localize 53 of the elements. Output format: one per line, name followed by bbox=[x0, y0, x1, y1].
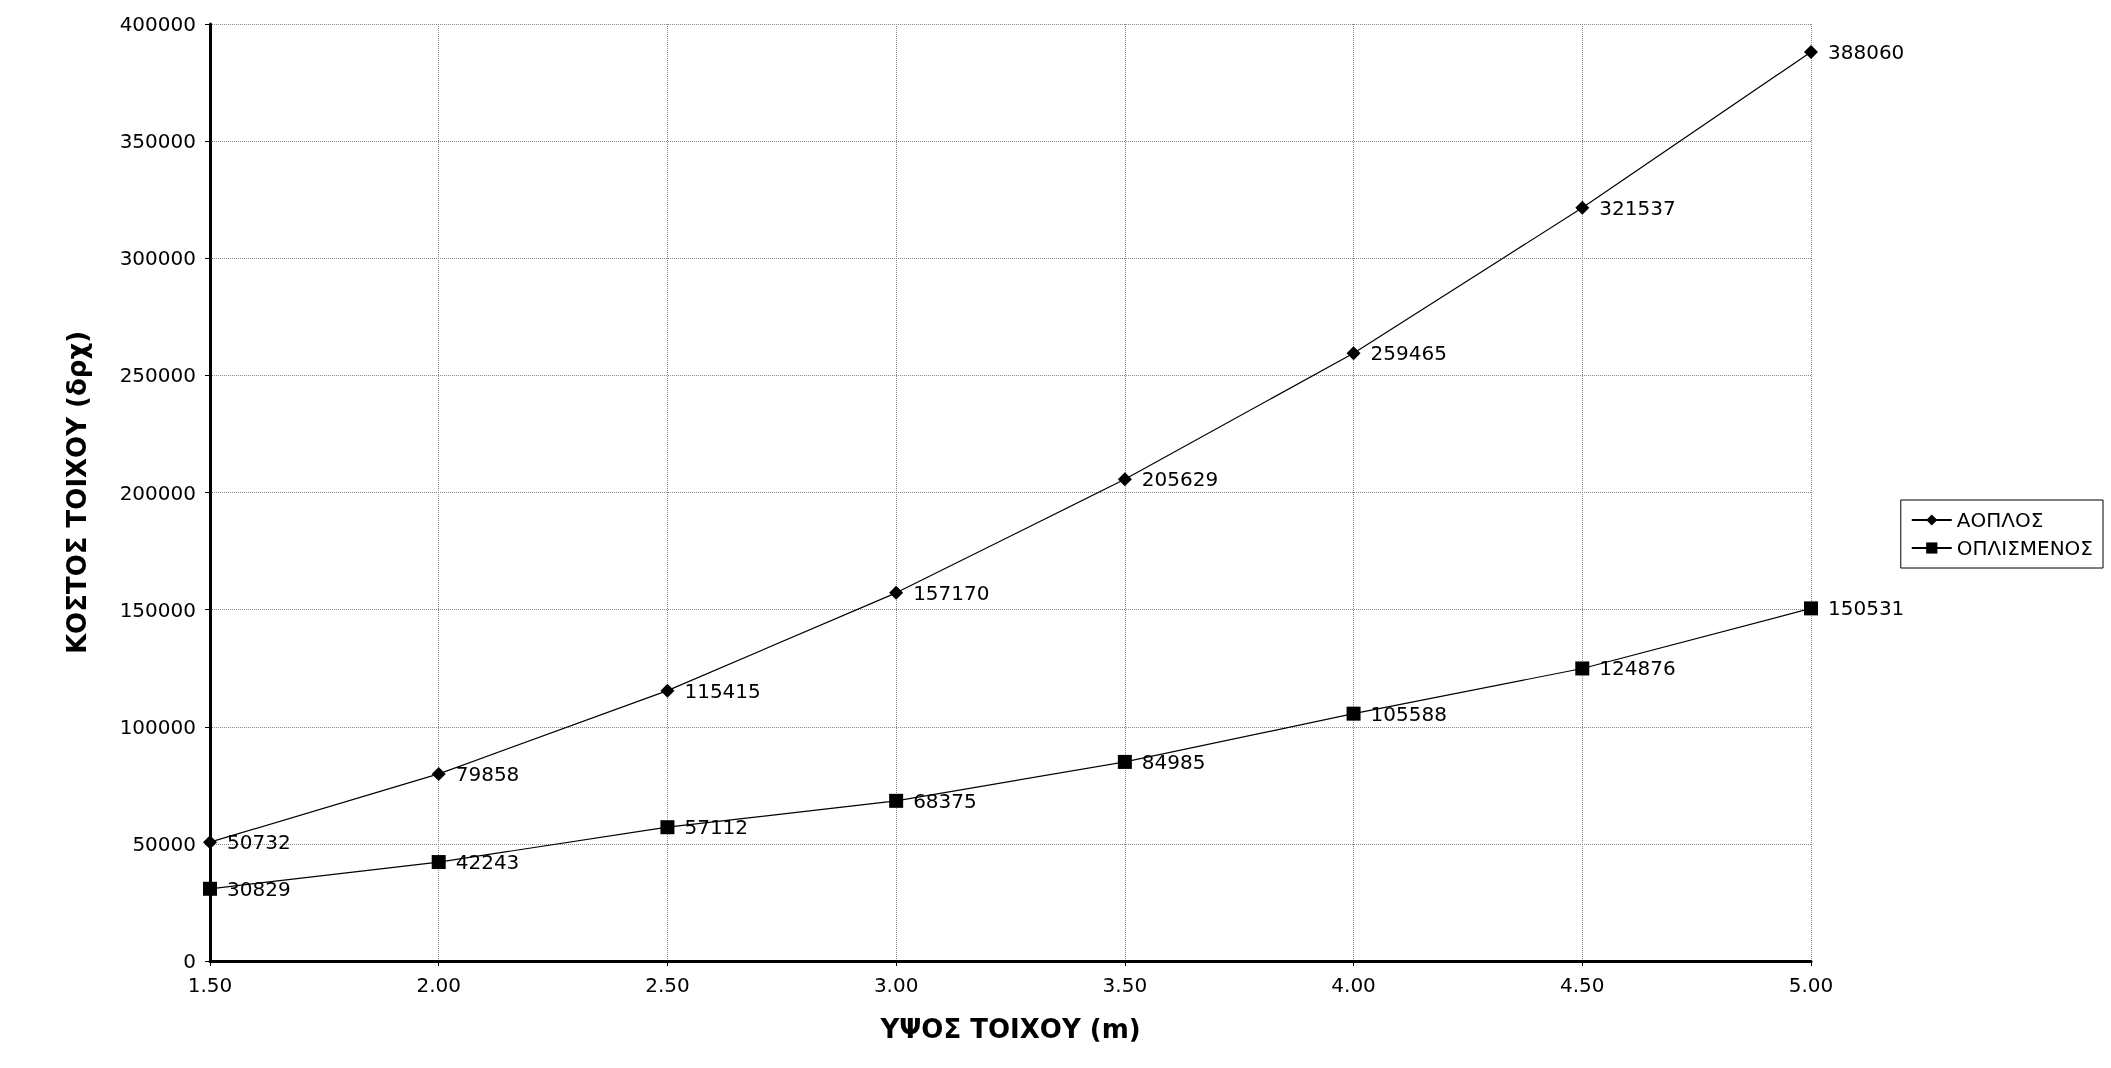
x-tick-label: 4.50 bbox=[1560, 973, 1605, 997]
x-tick-label: 3.50 bbox=[1102, 973, 1148, 997]
data-label: 84985 bbox=[1141, 749, 1206, 774]
y-tick-label: 100000 bbox=[119, 714, 196, 739]
data-label: 50732 bbox=[227, 830, 291, 855]
y-tick-label: 300000 bbox=[119, 246, 196, 271]
point bbox=[203, 835, 217, 850]
y-tick-label: 400000 bbox=[119, 12, 196, 36]
x-tick-label: 2.50 bbox=[645, 973, 690, 997]
point bbox=[1575, 200, 1590, 215]
data-label: 57112 bbox=[684, 815, 749, 840]
point bbox=[660, 683, 675, 698]
point bbox=[1804, 601, 1818, 616]
x-tick-label: 4.00 bbox=[1331, 973, 1376, 997]
data-label: 388060 bbox=[1828, 39, 1905, 64]
data-label: 30829 bbox=[227, 876, 291, 901]
point bbox=[1117, 754, 1132, 769]
x-tick-label: 3.00 bbox=[873, 973, 919, 997]
data-label: 42243 bbox=[455, 850, 520, 875]
y-tick-label: 0 bbox=[183, 949, 196, 973]
y-tick-label: 150000 bbox=[119, 597, 196, 622]
point bbox=[203, 881, 217, 896]
data-label: 205629 bbox=[1141, 467, 1219, 492]
y-tick-label: 350000 bbox=[119, 129, 196, 154]
y-axis-title: ΚΟΣΤΟΣ ΤΟΙΧΟΥ (δρχ) bbox=[62, 330, 92, 655]
point bbox=[889, 585, 904, 600]
legend-label: ΟΠΛΙΣΜΕΝΟΣ bbox=[1956, 536, 2093, 560]
data-label: 150531 bbox=[1828, 596, 1905, 621]
point bbox=[660, 820, 675, 835]
point bbox=[889, 793, 904, 808]
data-label: 79858 bbox=[455, 761, 520, 786]
data-label: 321537 bbox=[1599, 195, 1676, 220]
x-tick-label: 1.50 bbox=[187, 973, 233, 997]
point bbox=[431, 766, 446, 781]
data-label: 68375 bbox=[913, 788, 977, 813]
legend-label: ΑΟΠΛΟΣ bbox=[1956, 508, 2044, 532]
point bbox=[1575, 661, 1590, 676]
y-tick-label: 200000 bbox=[119, 480, 196, 505]
point bbox=[431, 855, 446, 870]
x-tick-label: 2.00 bbox=[416, 973, 461, 997]
data-label: 259465 bbox=[1370, 341, 1447, 366]
data-label: 157170 bbox=[913, 580, 990, 605]
point bbox=[1346, 706, 1361, 721]
data-label: 105588 bbox=[1370, 701, 1447, 726]
data-label: 124876 bbox=[1599, 656, 1676, 681]
point bbox=[1346, 346, 1361, 361]
data-label: 115415 bbox=[684, 678, 761, 703]
y-tick-label: 50000 bbox=[132, 831, 196, 856]
point bbox=[1804, 44, 1818, 59]
y-tick-label: 250000 bbox=[119, 363, 196, 388]
x-axis-title: ΥΨΟΣ ΤΟΙΧΟΥ (m) bbox=[879, 1014, 1141, 1044]
point bbox=[1117, 472, 1132, 487]
x-tick-label: 5.00 bbox=[1788, 973, 1834, 997]
